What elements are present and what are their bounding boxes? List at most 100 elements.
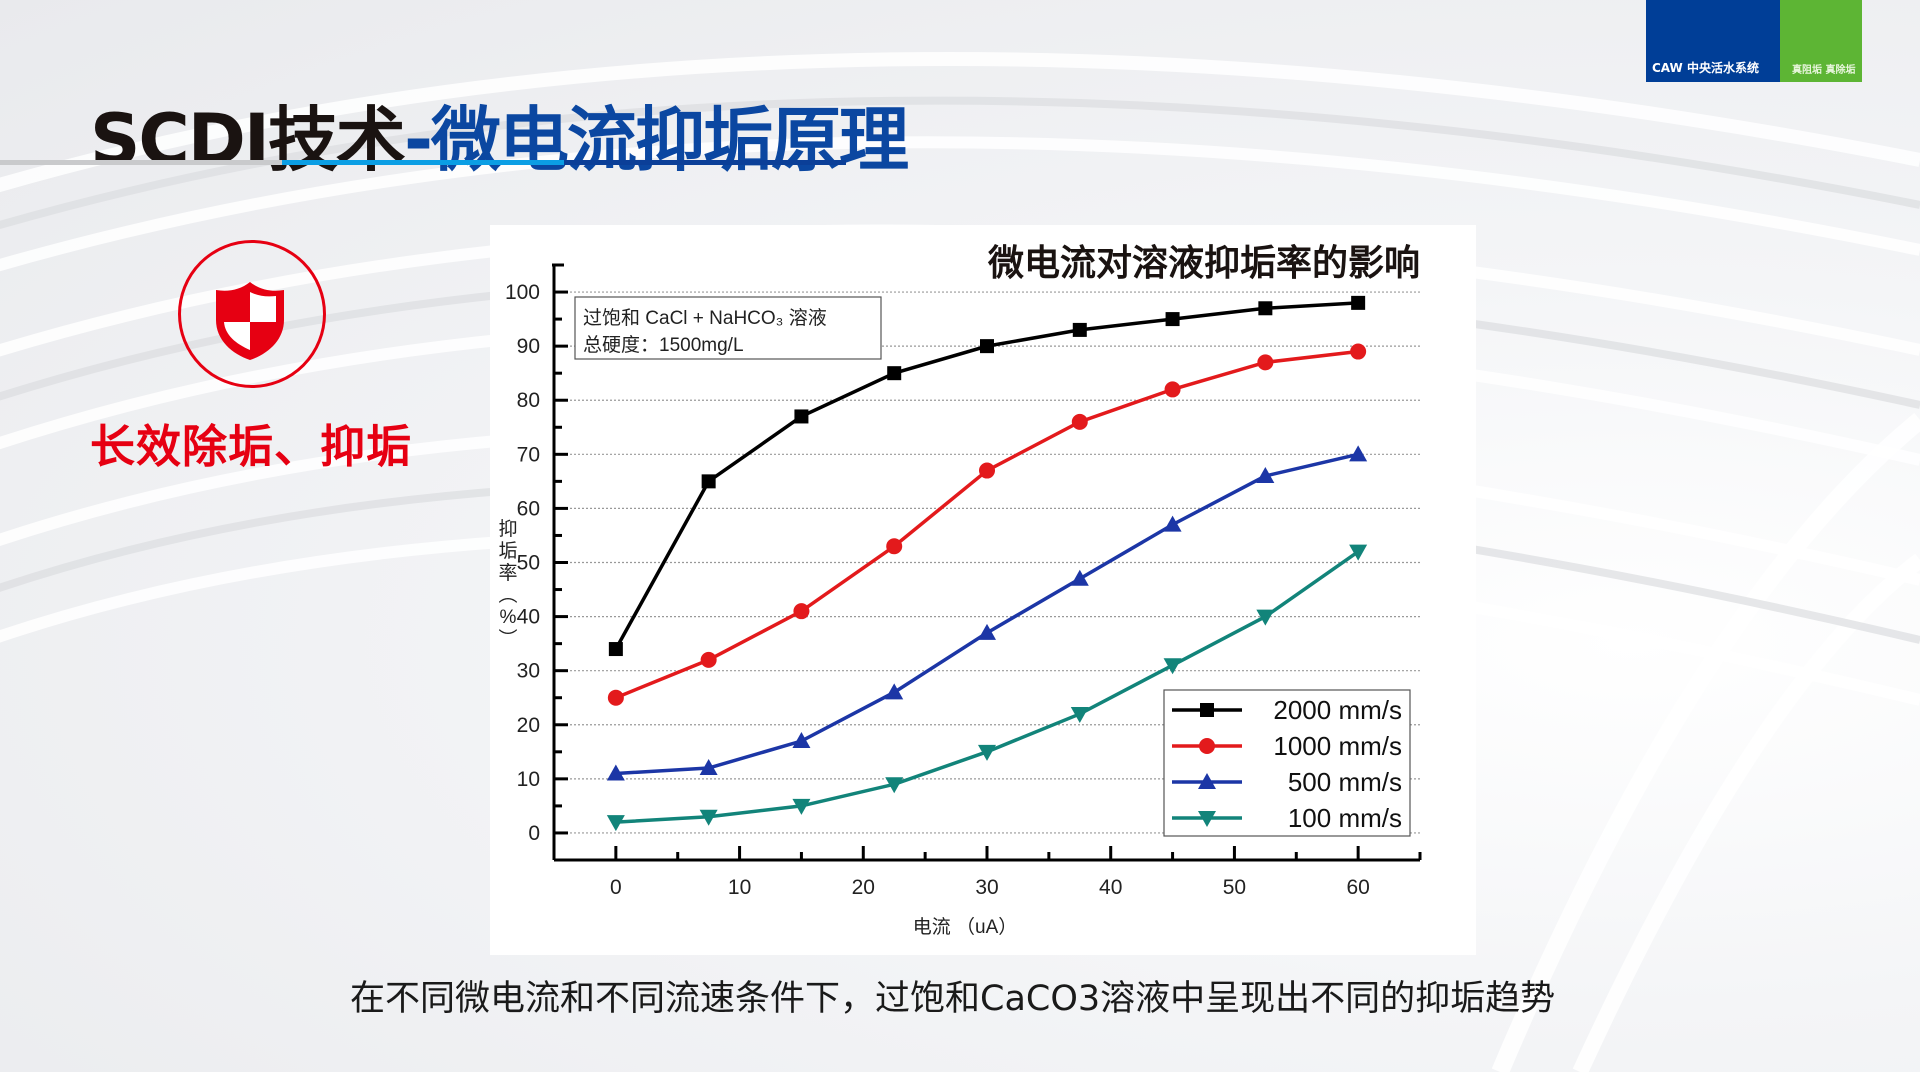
series-line <box>615 349 1359 700</box>
y-tick-labels: 0 10 20 30 40 50 60 70 80 90 100 <box>505 281 540 845</box>
legend-marker <box>1200 703 1214 717</box>
data-point <box>979 462 995 479</box>
chart-title: 微电流对溶液抑垢率的影响 <box>987 242 1420 283</box>
y-tick-label: 40 <box>517 606 540 629</box>
shield-icon <box>216 282 284 360</box>
page-title: SCDI技术-微电流抑垢原理 <box>90 84 909 185</box>
y-axis-label-char: 垢 <box>498 540 517 562</box>
data-point <box>793 603 810 620</box>
data-point <box>1257 354 1274 371</box>
y-axis-label-char: ︶ <box>498 628 517 650</box>
y-tick-label: 30 <box>517 660 540 683</box>
data-point <box>978 744 996 761</box>
legend-item: 2000 mm/s <box>1172 695 1402 725</box>
data-point <box>1258 301 1273 316</box>
y-tick-label: 10 <box>517 768 540 791</box>
data-point <box>794 409 809 424</box>
logo-brand-block: CAW 中央活水系统 <box>1646 0 1780 82</box>
x-tick-label: 0 <box>610 876 622 899</box>
page-title-part2: -微电流抑垢原理 <box>403 99 909 181</box>
title-underline-darkblue <box>564 160 846 165</box>
data-point <box>1071 413 1088 430</box>
series-100-mm-per-s <box>606 544 1368 832</box>
data-point <box>1164 381 1181 398</box>
data-point <box>1349 544 1368 561</box>
y-tick-label: 100 <box>505 281 540 304</box>
legend-label: 100 mm/s <box>1288 803 1402 833</box>
data-point <box>885 777 904 794</box>
data-point <box>1256 609 1275 626</box>
title-underline-lightblue <box>282 160 564 165</box>
y-tick-label: 70 <box>517 443 540 466</box>
data-point <box>1165 312 1180 327</box>
logo-brand-text: CAW 中央活水系统 <box>1652 61 1759 75</box>
data-point <box>608 642 623 657</box>
y-axis-label-char: ︵ <box>498 585 517 606</box>
data-point <box>1163 658 1182 675</box>
data-point <box>978 623 996 640</box>
data-point <box>1350 343 1367 360</box>
annotation-line2: 总硬度：1500mg/L <box>583 334 744 356</box>
y-tick-label: 20 <box>517 714 540 737</box>
data-point <box>701 474 716 489</box>
y-axis-label-char: 率 <box>498 562 517 584</box>
x-tick-label: 50 <box>1223 876 1246 899</box>
data-point <box>792 732 811 748</box>
legend-label: 2000 mm/s <box>1273 695 1402 725</box>
x-tick-label: 20 <box>852 876 875 899</box>
data-point <box>1351 295 1366 310</box>
legend-marker <box>1199 738 1215 754</box>
data-point <box>1070 569 1089 586</box>
data-point <box>699 759 718 776</box>
data-point <box>606 815 625 832</box>
legend-item: 100 mm/s <box>1172 803 1402 833</box>
x-tick-label: 40 <box>1099 876 1122 899</box>
x-axis-label: 电流 （uA） <box>913 916 1018 938</box>
data-point <box>1163 515 1182 532</box>
series-2000-mm-per-s <box>608 295 1366 657</box>
data-point <box>700 651 717 668</box>
x-tick-label: 10 <box>728 876 751 899</box>
x-tick-labels: 0 10 20 30 40 50 60 <box>610 876 1370 899</box>
y-tick-label: 60 <box>517 497 540 520</box>
data-point <box>980 339 994 354</box>
annotation-box: 过饱和 CaCl + NaHCO₃ 溶液 总硬度：1500mg/L <box>574 296 882 360</box>
y-axis-label: 抑垢率︵%︶ <box>498 518 517 650</box>
data-point <box>606 764 625 781</box>
y-tick-label: 80 <box>517 389 540 412</box>
legend-label: 1000 mm/s <box>1273 731 1402 761</box>
chart-axes <box>552 263 1422 862</box>
data-point <box>885 683 904 700</box>
logo-slogan-text: 真阻垢 真除垢 <box>1792 65 1856 76</box>
data-point <box>887 366 902 381</box>
y-tick-label: 90 <box>517 335 540 358</box>
chart-card: 微电流对溶液抑垢率的影响 0 10 20 30 40 50 60 70 80 90 100 0 10 2… <box>490 225 1476 955</box>
logo-slogan-block: 真阻垢 真除垢 <box>1780 0 1862 82</box>
slide-caption: 在不同微电流和不同流速条件下，过饱和CaCO3溶液中呈现出不同的抑垢趋势 <box>350 979 1556 1019</box>
feature-icon-circle <box>178 240 326 388</box>
data-point <box>1070 706 1089 723</box>
scale-inhibition-chart: 微电流对溶液抑垢率的影响 0 10 20 30 40 50 60 70 80 90 100 0 10 2… <box>498 242 1422 938</box>
page-title-part1: SCDI技术 <box>90 99 406 181</box>
y-tick-label: 50 <box>517 552 540 575</box>
series-1000-mm-per-s <box>607 343 1367 706</box>
annotation-line1: 过饱和 CaCl + NaHCO₃ 溶液 <box>583 307 827 329</box>
x-tick-label: 60 <box>1346 876 1369 899</box>
y-axis-label-char: 抑 <box>498 518 517 540</box>
company-logo: CAW 中央活水系统 真阻垢 真除垢 <box>1646 0 1862 82</box>
legend-item: 1000 mm/s <box>1172 731 1402 761</box>
data-point <box>792 798 811 815</box>
data-point <box>1072 322 1087 337</box>
data-point <box>607 689 624 706</box>
data-point <box>886 538 903 555</box>
x-tick-label: 30 <box>975 876 998 899</box>
y-axis-label-char: % <box>500 607 517 628</box>
legend-marker <box>1198 811 1216 827</box>
chart-legend: 2000 mm/s 1000 mm/s 500 mm/s 100 mm/s <box>1163 689 1411 837</box>
data-point <box>1349 445 1368 462</box>
title-underline-gray <box>0 160 282 165</box>
data-point <box>1256 466 1275 483</box>
feature-label: 长效除垢、抑垢 <box>90 420 413 473</box>
data-point <box>699 809 718 826</box>
legend-label: 500 mm/s <box>1288 767 1402 797</box>
